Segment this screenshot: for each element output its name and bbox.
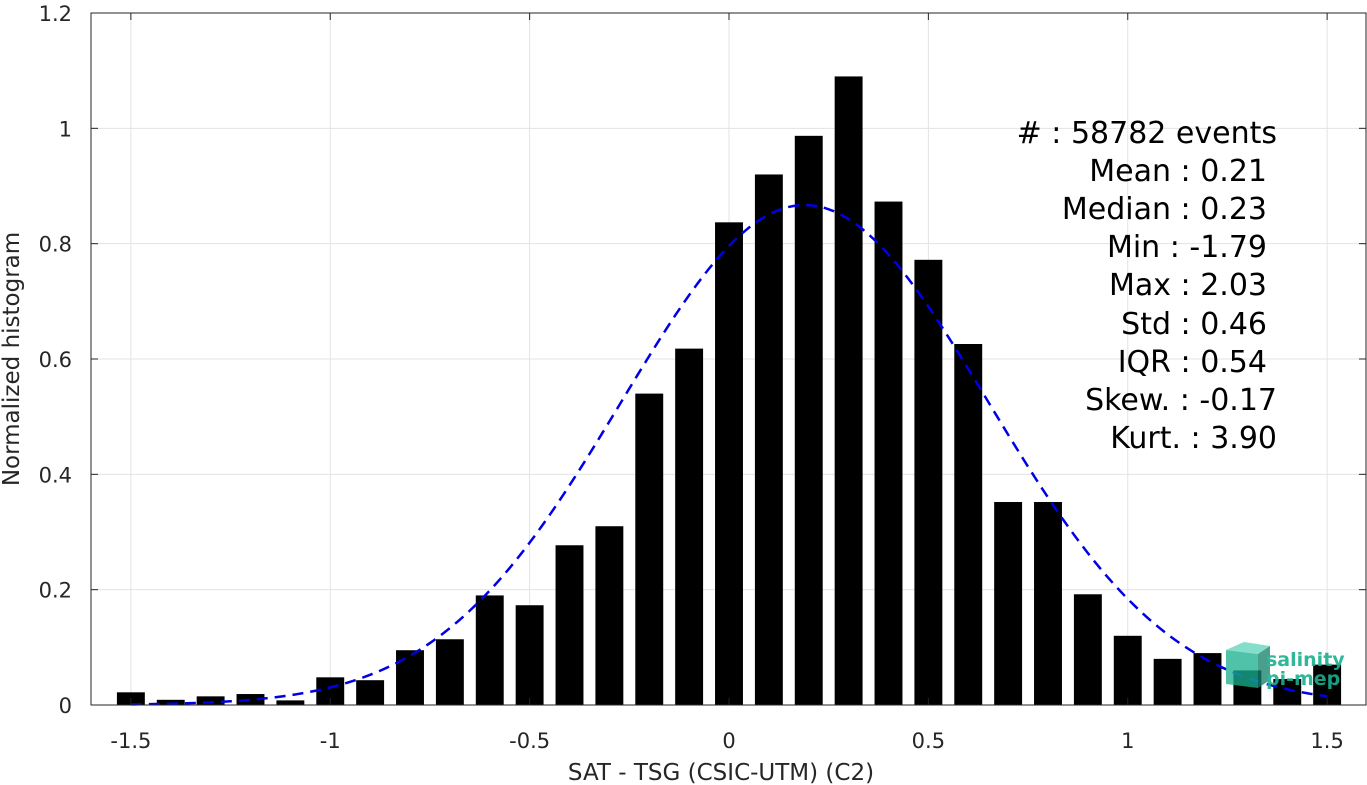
statistics-annotation: # : 58782 events Mean : 0.21 Median : 0.… <box>1017 116 1277 456</box>
x-tick-label: 0.5 <box>912 729 945 753</box>
x-tick-label: 1 <box>1121 729 1134 753</box>
histogram-bar <box>555 545 584 705</box>
histogram-bar <box>276 700 305 705</box>
stat-kurtosis: Kurt. : 3.90 <box>1110 421 1277 456</box>
histogram-bar <box>914 259 943 705</box>
y-axis-label: Normalized histogram <box>0 232 25 486</box>
histogram-bar <box>1073 594 1102 705</box>
y-tick-label: 0 <box>59 694 72 718</box>
histogram-bar <box>994 502 1023 705</box>
salinity-cube-logo-icon <box>1226 642 1270 688</box>
stat-iqr: IQR : 0.54 <box>1118 345 1267 380</box>
histogram-bar <box>156 699 185 705</box>
gaussian-fit-curve <box>130 203 1328 706</box>
histogram-bar <box>196 696 225 705</box>
stat-max: Max : 2.03 <box>1109 268 1267 303</box>
histogram-bar <box>356 680 385 705</box>
histogram-bar <box>1153 658 1182 705</box>
histogram-bar <box>834 76 863 705</box>
logo-line-1: salinity <box>1266 649 1345 671</box>
x-tick-label: 0 <box>722 729 735 753</box>
histogram-bar <box>236 694 265 705</box>
stat-count: # : 58782 events <box>1017 116 1277 151</box>
x-tick-label: 1.5 <box>1310 729 1343 753</box>
stat-median: Median : 0.23 <box>1062 192 1267 227</box>
histogram-bar <box>396 650 424 705</box>
salinity-pi-mep-logo: salinity pi-mep <box>1226 642 1345 690</box>
histogram-bar <box>715 222 743 705</box>
histogram-bar <box>754 174 783 705</box>
histogram-bar <box>954 344 983 705</box>
histogram-bar <box>595 526 624 705</box>
x-tick-label: -1.5 <box>110 729 151 753</box>
histogram-bar <box>1034 502 1062 705</box>
y-tick-label: 0.4 <box>39 463 72 487</box>
histogram-bar <box>435 639 464 705</box>
stat-std: Std : 0.46 <box>1121 307 1267 342</box>
y-axis: 0 0.2 0.4 0.6 0.8 1 1.2 <box>39 2 1366 718</box>
histogram-bar <box>1273 679 1302 705</box>
x-tick-label: -1 <box>320 729 341 753</box>
x-tick-label: -0.5 <box>509 729 550 753</box>
y-tick-label: 0.8 <box>39 233 72 257</box>
histogram-bar <box>515 605 544 705</box>
y-tick-label: 0.6 <box>39 348 72 372</box>
y-tick-label: 1 <box>59 117 72 141</box>
histogram-bar <box>1113 635 1142 705</box>
x-axis: -1.5 -1 -0.5 0 0.5 1 1.5 <box>110 13 1344 753</box>
histogram-bar <box>475 595 504 705</box>
y-tick-label: 0.2 <box>39 579 72 603</box>
stat-min: Min : -1.79 <box>1107 230 1267 265</box>
y-tick-label: 1.2 <box>39 2 72 26</box>
stat-mean: Mean : 0.21 <box>1089 154 1267 189</box>
histogram-bar <box>635 393 664 705</box>
histogram-bar <box>874 201 903 705</box>
stat-skewness: Skew. : -0.17 <box>1085 383 1277 418</box>
histogram-bar <box>675 348 704 705</box>
histogram-bars <box>116 76 1342 705</box>
histogram-bar <box>794 135 823 705</box>
histogram-bar <box>1193 653 1222 705</box>
logo-line-2: pi-mep <box>1266 668 1340 690</box>
x-axis-label: SAT - TSG (CSIC-UTM) (C2) <box>568 760 874 785</box>
